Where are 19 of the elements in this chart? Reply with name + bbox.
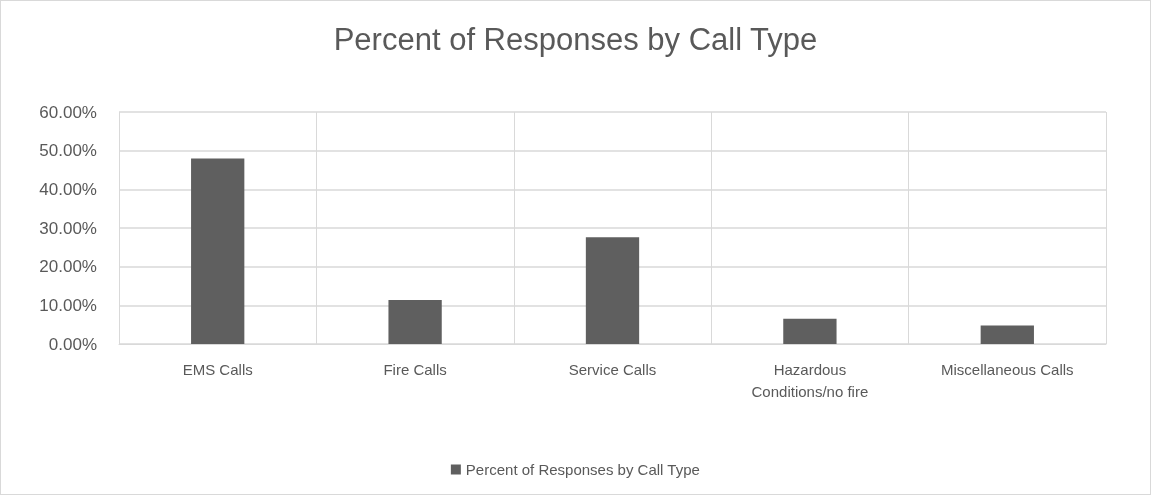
bar bbox=[585, 237, 640, 344]
bar bbox=[191, 158, 245, 344]
y-tick-label: 10.00% bbox=[39, 295, 97, 315]
y-tick-label: 60.00% bbox=[39, 102, 97, 122]
legend-label: Percent of Responses by Call Type bbox=[465, 461, 700, 478]
x-tick-label: Hazardous Conditions/no fire bbox=[751, 360, 869, 400]
x-tick-label: Miscellaneous Calls bbox=[941, 360, 1074, 378]
chart-title: Percent of Responses by Call Type bbox=[333, 22, 818, 57]
x-tick-label: Fire Calls bbox=[383, 360, 447, 378]
y-tick-label: 50.00% bbox=[39, 141, 97, 161]
y-tick-label: 20.00% bbox=[39, 257, 97, 277]
bar bbox=[388, 299, 442, 344]
x-tick-label: EMS Calls bbox=[182, 360, 253, 378]
bar bbox=[783, 318, 837, 344]
y-tick-label: 40.00% bbox=[39, 179, 97, 199]
x-tick-label: Service Calls bbox=[568, 360, 657, 378]
y-tick-label: 30.00% bbox=[39, 218, 97, 238]
y-tick-label: 0.00% bbox=[48, 334, 97, 354]
bar bbox=[980, 325, 1034, 344]
